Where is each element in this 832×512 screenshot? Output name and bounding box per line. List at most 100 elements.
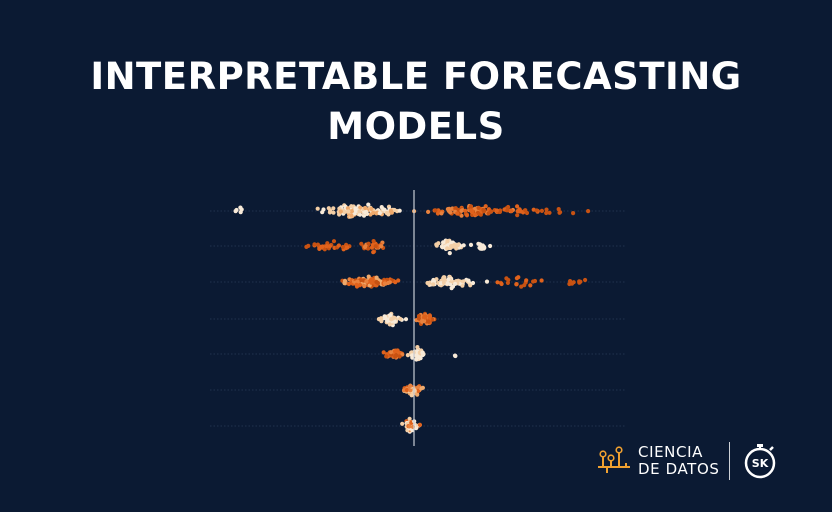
title-line-1: INTERPRETABLE FORECASTING [90, 55, 742, 98]
swarm-dot [404, 387, 409, 393]
swarm-dot [384, 354, 389, 359]
swarm-dot [387, 322, 392, 327]
swarm-dot [494, 208, 499, 213]
swarm-dot [483, 204, 488, 209]
swarm-dot [384, 210, 389, 216]
brand-name: CIENCIA DE DATOS [638, 444, 719, 478]
swarm-dot [324, 244, 329, 249]
swarm-dot [516, 275, 521, 280]
swarm-dot [331, 239, 337, 244]
swarm-dot [327, 210, 332, 215]
swarm-dot [442, 275, 447, 280]
swarm-dot [499, 281, 504, 287]
swarm-dot [547, 210, 552, 215]
swarm-dot [320, 244, 325, 249]
swarm-dot [234, 207, 239, 213]
swarm-dot [345, 206, 350, 211]
swarm-dot [506, 277, 511, 283]
swarm-dot [439, 211, 444, 216]
swarm-dot [340, 244, 345, 250]
swarm-dot [409, 353, 415, 358]
swarm-dot [441, 280, 447, 285]
swarm-dot [369, 280, 374, 285]
swarm-dot [400, 421, 405, 426]
swarm-dot [327, 244, 332, 249]
swarm-dot [446, 208, 451, 213]
swarm-dot [321, 207, 326, 212]
swarm-dot [357, 212, 363, 217]
swarm-dot [420, 385, 425, 390]
swarm-dot [420, 318, 425, 323]
swarm-dot [464, 213, 470, 218]
swarm-dot [407, 424, 412, 429]
swarm-dot [357, 209, 362, 214]
swarm-dot [362, 210, 367, 215]
swarm-dot [509, 209, 514, 214]
swarm-dot [470, 280, 476, 286]
logo-divider [729, 442, 731, 480]
swarm-dot [405, 353, 410, 358]
swarm-dot [375, 280, 380, 286]
swarm-dot [515, 213, 520, 218]
swarm-dot [466, 278, 471, 283]
swarm-dot [397, 354, 402, 359]
swarm-dot [366, 241, 371, 246]
swarm-dot [523, 208, 528, 213]
swarm-dot [322, 247, 327, 252]
swarm-dot [449, 243, 454, 249]
swarm-dot [452, 353, 458, 358]
page-title: INTERPRETABLE FORECASTING MODELS [0, 52, 832, 152]
swarm-dot [453, 281, 458, 286]
swarm-dot [455, 243, 460, 248]
swarm-dot [476, 205, 481, 210]
swarm-dot [371, 210, 376, 215]
swarm-dot [583, 277, 588, 283]
swarm-dot [377, 211, 382, 216]
swarm-dot [481, 246, 486, 251]
swarm-dot [571, 211, 576, 216]
swarm-dot [366, 202, 371, 207]
swarm-dot [312, 242, 317, 247]
swarm-dot [447, 251, 452, 256]
swarm-dot [436, 241, 441, 246]
swarm-dot [415, 345, 420, 350]
swarm-dot [556, 207, 561, 212]
sk-badge-text: SK [752, 457, 769, 470]
swarm-dot [426, 319, 431, 324]
swarm-dot [239, 207, 244, 212]
swarm-dot [388, 313, 393, 318]
swarm-dot [385, 319, 390, 324]
swarm-dot [488, 243, 493, 249]
swarm-dot [364, 279, 369, 284]
swarm-dot [331, 206, 336, 211]
stopwatch-sk-icon: SK [745, 444, 776, 479]
swarm-dot [441, 240, 446, 245]
swarm-dot [394, 353, 399, 358]
swarm-dot [408, 383, 413, 388]
brand-logo: CIENCIA DE DATOS SK [596, 440, 780, 482]
swarm-dot [354, 282, 359, 287]
swarm-dot [544, 207, 549, 212]
swarm-dot [415, 385, 420, 390]
swarm-dot [524, 278, 529, 283]
swarm-dot [398, 316, 403, 321]
swarm-dot [379, 244, 384, 249]
swarm-dot [495, 280, 500, 285]
swarm-dot [382, 281, 387, 286]
brand-line-2: DE DATOS [638, 460, 720, 478]
swarm-dot [514, 282, 519, 287]
swarm-dot [519, 284, 524, 289]
swarm-dot [435, 211, 440, 216]
swarm-dot [359, 241, 364, 246]
swarm-dot [382, 314, 387, 319]
swarm-dot [446, 277, 451, 282]
swarm-dot [393, 280, 398, 285]
swarm-dot [478, 246, 483, 251]
swarm-dot [408, 388, 413, 393]
swarm-dot [445, 281, 450, 286]
swarm-dot [349, 204, 354, 209]
swarm-dot [528, 283, 533, 288]
swarm-dot [381, 350, 386, 355]
swarm-dot [315, 206, 320, 211]
